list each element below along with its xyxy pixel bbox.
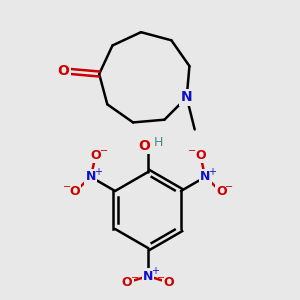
Text: −: − — [157, 273, 165, 283]
Text: −: − — [225, 182, 233, 192]
Text: +: + — [208, 167, 216, 177]
Text: N: N — [200, 170, 210, 184]
Text: O: O — [138, 139, 150, 153]
Text: N: N — [86, 170, 96, 184]
Text: N: N — [143, 269, 153, 283]
Text: O: O — [57, 64, 69, 78]
Text: +: + — [94, 167, 102, 177]
Text: N: N — [181, 90, 193, 104]
Text: O: O — [90, 149, 101, 162]
Text: O: O — [195, 149, 206, 162]
Text: −: − — [188, 146, 196, 156]
Text: −: − — [100, 146, 108, 156]
Text: O: O — [216, 185, 226, 198]
Text: O: O — [122, 276, 132, 289]
Text: O: O — [164, 276, 174, 289]
Text: −: − — [63, 182, 71, 192]
Text: H: H — [153, 136, 163, 148]
Text: −: − — [131, 273, 139, 283]
Text: +: + — [151, 266, 159, 276]
Text: O: O — [69, 185, 80, 198]
